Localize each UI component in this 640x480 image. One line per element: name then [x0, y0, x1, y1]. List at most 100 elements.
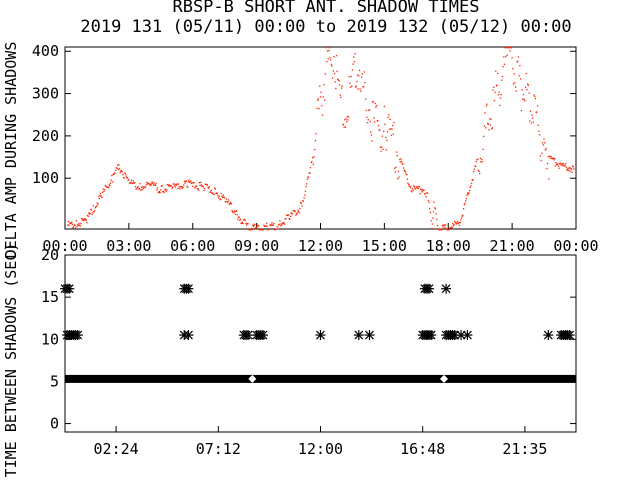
data-point [452, 222, 454, 225]
data-point [307, 177, 310, 179]
data-point [552, 157, 554, 159]
data-point [224, 197, 226, 199]
data-point [429, 207, 431, 210]
data-point [118, 164, 120, 166]
data-point [256, 225, 258, 227]
data-point [192, 185, 194, 187]
data-point [130, 179, 133, 181]
data-point [518, 75, 520, 77]
data-point [210, 191, 212, 193]
asterisk-marker [315, 330, 326, 341]
x-tick-label-bottom: 21:35 [502, 440, 547, 458]
data-point [129, 182, 131, 184]
data-point [278, 223, 280, 226]
data-point [149, 183, 151, 185]
data-point [255, 226, 258, 228]
data-point [374, 102, 376, 105]
data-point [570, 167, 572, 169]
data-point [346, 116, 348, 118]
data-point [448, 228, 451, 231]
data-point [531, 117, 534, 119]
data-point [127, 179, 129, 181]
x-tick-label-top: 18:00 [426, 237, 471, 255]
data-point [485, 127, 487, 129]
data-point [329, 56, 331, 59]
data-point [572, 166, 574, 168]
data-point [376, 120, 378, 122]
data-point [289, 218, 291, 221]
data-point [495, 85, 498, 87]
data-point [104, 189, 106, 191]
data-point [252, 224, 254, 226]
y-axis-label-top: DELTA AMP DURING SHADOWS [2, 42, 20, 259]
data-point [543, 138, 545, 140]
data-point [194, 187, 196, 189]
data-point [330, 59, 332, 61]
data-point [251, 229, 253, 231]
data-point [216, 193, 219, 195]
data-point [561, 163, 563, 166]
data-point [316, 107, 318, 109]
data-point [144, 186, 146, 188]
data-point [162, 191, 165, 193]
data-point [535, 111, 537, 114]
data-point [311, 157, 314, 159]
data-point [125, 175, 127, 177]
data-point [525, 72, 527, 75]
data-point [306, 178, 308, 180]
data-point [321, 114, 324, 116]
data-point [143, 186, 145, 188]
data-point [192, 182, 195, 184]
data-point [96, 202, 98, 204]
asterisk-marker [424, 283, 435, 294]
data-point [165, 190, 167, 193]
data-point [270, 224, 272, 226]
data-point [544, 142, 546, 144]
data-point [122, 174, 124, 176]
data-point [344, 126, 347, 128]
data-point [110, 179, 112, 181]
data-point [100, 195, 102, 197]
data-point [257, 225, 260, 227]
data-point [402, 163, 404, 165]
data-point [383, 130, 385, 133]
data-point [441, 224, 444, 227]
x-tick-label-bottom: 02:24 [94, 440, 139, 458]
data-point [337, 79, 340, 81]
data-point [204, 187, 206, 190]
data-point [211, 192, 213, 194]
data-point [164, 188, 167, 190]
data-point [491, 128, 493, 130]
data-point [333, 56, 335, 58]
data-point [190, 180, 192, 182]
data-point [305, 185, 307, 188]
data-point [237, 218, 239, 220]
data-point [358, 75, 360, 77]
data-point [109, 182, 112, 184]
data-point [545, 147, 547, 150]
data-point [383, 105, 386, 108]
data-point [505, 47, 508, 49]
data-point [103, 190, 105, 193]
data-point [350, 75, 352, 78]
amplitude-panel: 100 200 300 400 00:00 03:00 06:00 09:00 12:00 15:… [32, 42, 599, 255]
data-point [250, 227, 253, 230]
dense-band [65, 374, 576, 383]
data-point [116, 167, 118, 169]
data-point [468, 189, 471, 192]
data-point [395, 151, 398, 153]
data-point [490, 118, 492, 121]
data-point [164, 189, 166, 191]
data-point [362, 86, 364, 88]
data-point [370, 134, 373, 136]
data-point [503, 63, 506, 65]
data-point [415, 188, 417, 190]
data-point [121, 171, 123, 173]
data-point [241, 221, 244, 223]
data-point [69, 222, 72, 225]
asterisk-marker [426, 330, 437, 341]
data-point [461, 215, 463, 217]
data-point [564, 163, 567, 165]
data-point [72, 227, 74, 229]
data-point [119, 171, 121, 174]
